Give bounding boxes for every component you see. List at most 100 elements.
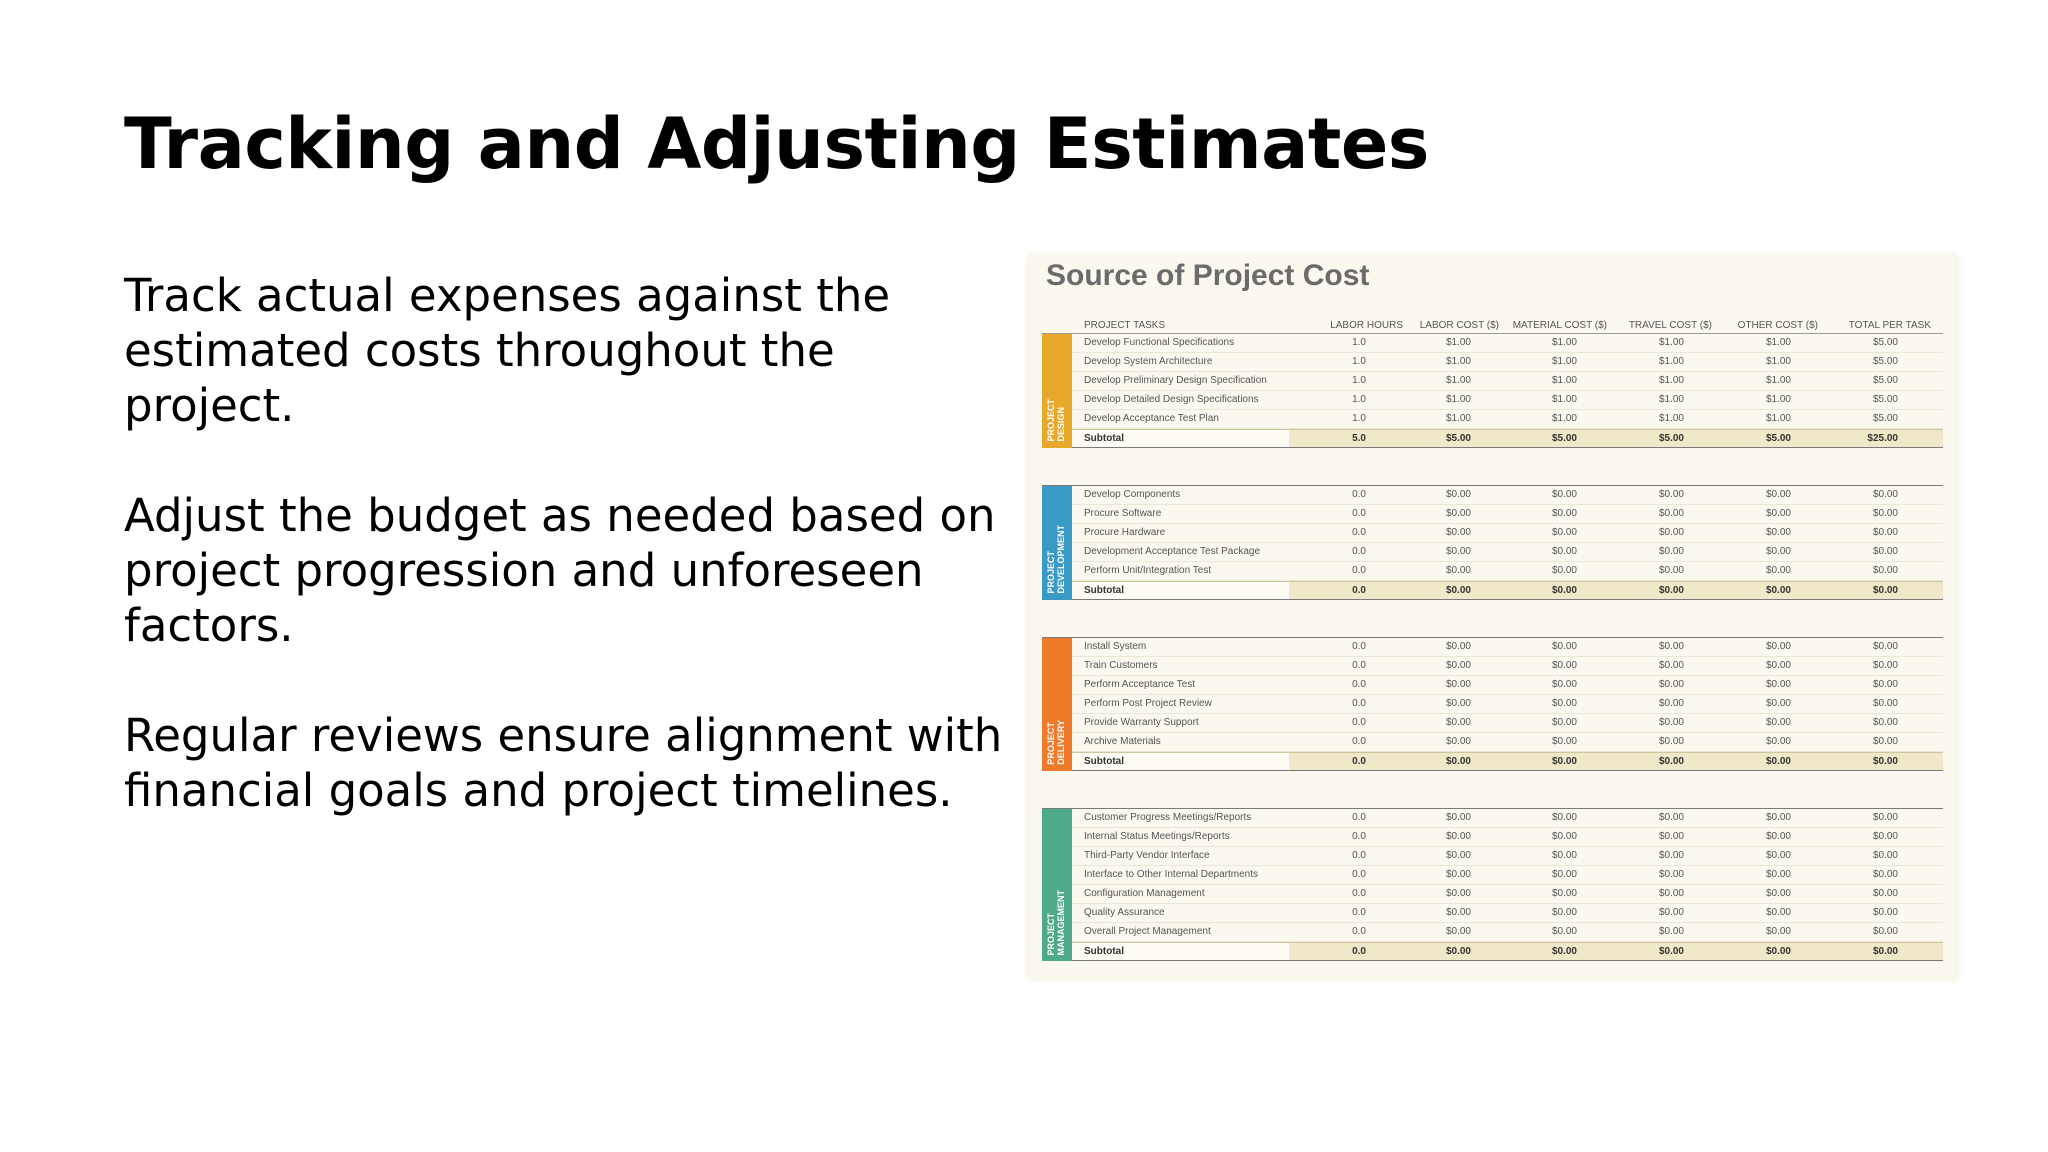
value-cell: $0.00 bbox=[1658, 888, 1684, 899]
task-name-cell: Perform Post Project Review bbox=[1084, 698, 1212, 709]
table-row: Procure Software 0.0 $0.00 $0.00 $0.00 $0.00 $… bbox=[1072, 505, 1943, 524]
table-row: Procure Hardware 0.0 $0.00 $0.00 $0.00 $0.00 $… bbox=[1072, 524, 1943, 543]
value-cell: $0.00 bbox=[1658, 641, 1684, 652]
header-divider bbox=[1042, 333, 1943, 334]
task-name-cell: Configuration Management bbox=[1084, 888, 1205, 899]
value-cell: $0.00 bbox=[1551, 756, 1577, 767]
value-cell: $0.00 bbox=[1765, 660, 1791, 671]
value-cell: $0.00 bbox=[1765, 756, 1791, 767]
task-name-cell: Quality Assurance bbox=[1084, 907, 1165, 918]
value-cell: 0.0 bbox=[1352, 508, 1366, 519]
value-cell: $0.00 bbox=[1872, 641, 1898, 652]
value-cell: $0.00 bbox=[1551, 527, 1577, 538]
value-cell: $5.00 bbox=[1872, 413, 1898, 424]
value-cell: 0.0 bbox=[1352, 850, 1366, 861]
subtotal-row: Subtotal 0.0 $0.00 $0.00 $0.00 $0.00 $0.00 bbox=[1072, 581, 1943, 600]
value-cell: $0.00 bbox=[1445, 508, 1471, 519]
section-label-band: PROJECT MANAGEMENT bbox=[1042, 809, 1072, 961]
table-row: Train Customers 0.0 $0.00 $0.00 $0.00 $0.00 $0… bbox=[1072, 657, 1943, 676]
task-name-cell: Subtotal bbox=[1084, 756, 1124, 767]
task-name-cell: Develop Acceptance Test Plan bbox=[1084, 413, 1219, 424]
section-divider bbox=[1042, 485, 1943, 486]
body-paragraph: Adjust the budget as needed based on pro… bbox=[124, 489, 996, 652]
task-name-cell: Procure Software bbox=[1084, 508, 1162, 519]
value-cell: $0.00 bbox=[1551, 508, 1577, 519]
value-cell: $0.00 bbox=[1445, 546, 1471, 557]
value-cell: $0.00 bbox=[1658, 869, 1684, 880]
value-cell: $0.00 bbox=[1445, 641, 1471, 652]
value-cell: $0.00 bbox=[1658, 907, 1684, 918]
subtotal-row: Subtotal 0.0 $0.00 $0.00 $0.00 $0.00 $0.00 bbox=[1072, 942, 1943, 961]
section-label: PROJECT MANAGEMENT bbox=[1046, 889, 1066, 956]
section-label: PROJECT DELIVERY bbox=[1046, 720, 1066, 765]
table-row: Provide Warranty Support 0.0 $0.00 $0.00 $0.… bbox=[1072, 714, 1943, 733]
value-cell: $1.00 bbox=[1765, 337, 1791, 348]
table-row: Develop Functional Specifications 1.0 $1.0… bbox=[1072, 334, 1943, 353]
value-cell: $0.00 bbox=[1445, 850, 1471, 861]
value-cell: $0.00 bbox=[1551, 926, 1577, 937]
table-row: Third-Party Vendor Interface 0.0 $0.00 $0.0… bbox=[1072, 847, 1943, 866]
value-cell: $1.00 bbox=[1658, 394, 1684, 405]
value-cell: 1.0 bbox=[1352, 337, 1366, 348]
value-cell: $0.00 bbox=[1765, 888, 1791, 899]
value-cell: $1.00 bbox=[1445, 356, 1471, 367]
value-cell: $0.00 bbox=[1872, 585, 1898, 596]
value-cell: $0.00 bbox=[1872, 660, 1898, 671]
value-cell: $0.00 bbox=[1765, 527, 1791, 538]
value-cell: $1.00 bbox=[1445, 337, 1471, 348]
value-cell: $0.00 bbox=[1765, 717, 1791, 728]
value-cell: $0.00 bbox=[1551, 717, 1577, 728]
table-row: Configuration Management 0.0 $0.00 $0.00 $0.… bbox=[1072, 885, 1943, 904]
value-cell: 0.0 bbox=[1352, 527, 1366, 538]
column-header: LABOR HOURS bbox=[1330, 320, 1403, 331]
value-cell: $0.00 bbox=[1445, 489, 1471, 500]
table-row: Develop System Architecture 1.0 $1.00 $1.00… bbox=[1072, 353, 1943, 372]
value-cell: $1.00 bbox=[1765, 356, 1791, 367]
value-cell: 0.0 bbox=[1352, 756, 1366, 767]
value-cell: $0.00 bbox=[1765, 641, 1791, 652]
value-cell: $1.00 bbox=[1658, 356, 1684, 367]
value-cell: $0.00 bbox=[1658, 698, 1684, 709]
table-row: Internal Status Meetings/Reports 0.0 $0.00… bbox=[1072, 828, 1943, 847]
value-cell: $0.00 bbox=[1872, 698, 1898, 709]
value-cell: $0.00 bbox=[1658, 850, 1684, 861]
subtotal-row: Subtotal 0.0 $0.00 $0.00 $0.00 $0.00 $0.00 bbox=[1072, 752, 1943, 771]
value-cell: $0.00 bbox=[1445, 736, 1471, 747]
value-cell: $0.00 bbox=[1658, 489, 1684, 500]
value-cell: 0.0 bbox=[1352, 565, 1366, 576]
task-name-cell: Interface to Other Internal Departments bbox=[1084, 869, 1258, 880]
value-cell: $0.00 bbox=[1765, 698, 1791, 709]
value-cell: $0.00 bbox=[1551, 850, 1577, 861]
value-cell: $0.00 bbox=[1445, 527, 1471, 538]
table-row: Perform Acceptance Test 0.0 $0.00 $0.00 $0.0… bbox=[1072, 676, 1943, 695]
value-cell: $0.00 bbox=[1872, 850, 1898, 861]
value-cell: $0.00 bbox=[1658, 926, 1684, 937]
column-header: TRAVEL COST ($) bbox=[1628, 320, 1712, 331]
body-paragraph: Regular reviews ensure alignment with fi… bbox=[124, 709, 1003, 817]
value-cell: $5.00 bbox=[1765, 433, 1791, 444]
task-name-cell: Provide Warranty Support bbox=[1084, 717, 1199, 728]
value-cell: 1.0 bbox=[1352, 394, 1366, 405]
column-header: TOTAL PER TASK bbox=[1848, 320, 1931, 331]
value-cell: 0.0 bbox=[1352, 812, 1366, 823]
value-cell: $0.00 bbox=[1765, 489, 1791, 500]
value-cell: $0.00 bbox=[1445, 888, 1471, 899]
value-cell: $1.00 bbox=[1658, 413, 1684, 424]
value-cell: $0.00 bbox=[1765, 508, 1791, 519]
value-cell: $0.00 bbox=[1445, 907, 1471, 918]
value-cell: $1.00 bbox=[1658, 337, 1684, 348]
value-cell: $0.00 bbox=[1445, 926, 1471, 937]
task-name-cell: Install System bbox=[1084, 641, 1147, 652]
value-cell: $0.00 bbox=[1445, 679, 1471, 690]
value-cell: 1.0 bbox=[1352, 356, 1366, 367]
value-cell: $0.00 bbox=[1765, 546, 1791, 557]
value-cell: 0.0 bbox=[1352, 717, 1366, 728]
table-title: Source of Project Cost bbox=[1046, 259, 1370, 292]
value-cell: $0.00 bbox=[1872, 546, 1898, 557]
task-name-cell: Procure Hardware bbox=[1084, 527, 1166, 538]
value-cell: $5.00 bbox=[1872, 394, 1898, 405]
value-cell: $0.00 bbox=[1551, 831, 1577, 842]
value-cell: 0.0 bbox=[1352, 698, 1366, 709]
value-cell: 5.0 bbox=[1352, 433, 1366, 444]
value-cell: $0.00 bbox=[1658, 831, 1684, 842]
